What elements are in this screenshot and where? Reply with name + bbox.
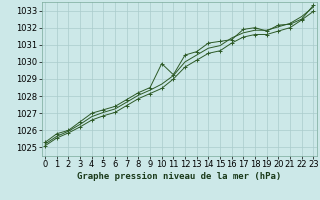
X-axis label: Graphe pression niveau de la mer (hPa): Graphe pression niveau de la mer (hPa) <box>77 172 281 181</box>
